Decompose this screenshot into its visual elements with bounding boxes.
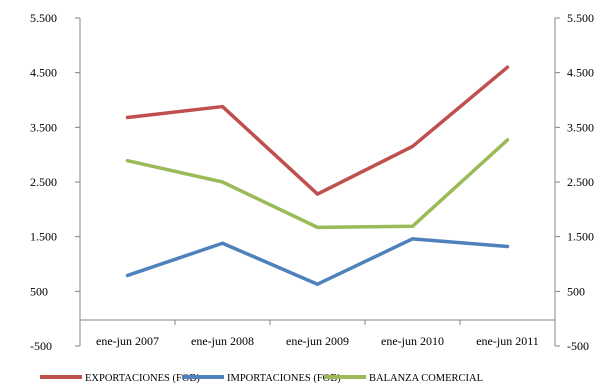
axes [79, 18, 556, 346]
right-tick-label: -500 [567, 339, 589, 353]
x-tick-label: ene-jun 2010 [381, 334, 444, 348]
legend-label: EXPORTACIONES (FOB) [85, 373, 200, 383]
right-tick-label: 5.500 [567, 11, 594, 25]
data-point [411, 237, 414, 241]
data-point [411, 224, 414, 228]
right-y-axis: -500 500 1.500 2.500 3.500 4.500 5.500 [555, 11, 594, 353]
right-tick-label: 1.500 [567, 230, 594, 244]
series-line-1 [125, 237, 510, 286]
data-point [411, 144, 414, 148]
data-point [506, 138, 509, 142]
data-point [221, 105, 224, 109]
x-tick-label: ene-jun 2008 [191, 334, 254, 348]
data-point [316, 225, 319, 229]
left-tick-label: 5.500 [30, 11, 57, 25]
left-tick-label: 2.500 [30, 175, 57, 189]
data-point [316, 192, 319, 196]
x-tick-label: ene-jun 2007 [96, 334, 159, 348]
data-point [126, 159, 129, 163]
x-axis: ene-jun 2007 ene-jun 2008 ene-jun 2009 ene-… [79, 320, 556, 348]
x-tick-label: ene-jun 2009 [286, 334, 349, 348]
legend-label: IMPORTACIONES (FOB) [227, 373, 341, 383]
legend: EXPORTACIONES (FOB) IMPORTACIONES (FOB) BA… [40, 373, 483, 383]
legend-label: BALANZA COMERCIAL [369, 373, 483, 383]
left-tick-label: -500 [30, 339, 52, 353]
data-point [316, 282, 319, 286]
left-y-axis: -500 500 1.500 2.500 3.500 4.500 5.500 [30, 11, 80, 353]
series-line-2 [125, 138, 510, 230]
data-point [506, 65, 509, 69]
left-tick-label: 1.500 [30, 230, 57, 244]
right-tick-label: 3.500 [567, 120, 594, 134]
left-tick-label: 3.500 [30, 120, 57, 134]
data-point [221, 241, 224, 245]
right-tick-label: 2.500 [567, 175, 594, 189]
x-tick-label: ene-jun 2011 [476, 334, 539, 348]
data-point [126, 115, 129, 119]
left-tick-label: 500 [30, 284, 48, 298]
data-point [126, 273, 129, 277]
data-point [506, 245, 509, 249]
right-tick-label: 500 [567, 284, 585, 298]
left-tick-label: 4.500 [30, 66, 57, 80]
series-lines [125, 65, 510, 286]
data-point [221, 180, 224, 184]
right-tick-label: 4.500 [567, 66, 594, 80]
